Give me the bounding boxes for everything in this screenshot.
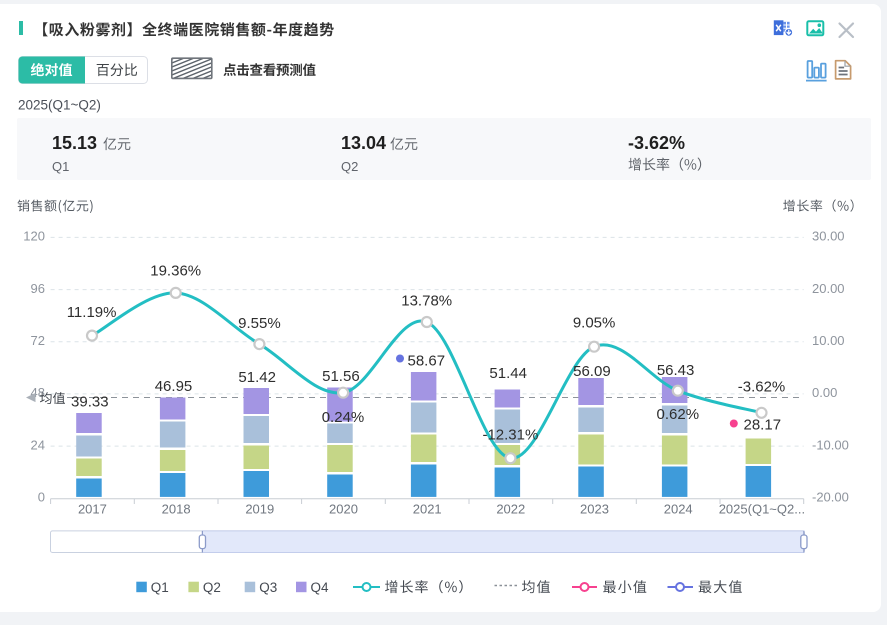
svg-text:-20.00: -20.00: [812, 490, 849, 505]
svg-text:13.04: 13.04: [341, 133, 386, 153]
svg-text:0.00: 0.00: [812, 385, 837, 400]
svg-text:46.95: 46.95: [155, 378, 193, 395]
svg-text:2023: 2023: [580, 502, 609, 517]
svg-text:0.62%: 0.62%: [657, 406, 700, 423]
svg-text:39.33: 39.33: [71, 394, 109, 411]
svg-text:2025(Q1~Q2...: 2025(Q1~Q2...: [719, 502, 805, 517]
svg-text:-12.31%: -12.31%: [482, 427, 538, 444]
svg-text:0: 0: [38, 490, 45, 505]
svg-text:Q2: Q2: [341, 159, 358, 174]
svg-text:Q3: Q3: [259, 580, 277, 595]
svg-text:Q2: Q2: [203, 580, 221, 595]
svg-text:96: 96: [31, 281, 45, 296]
svg-text:56.43: 56.43: [657, 362, 695, 379]
svg-text:2018: 2018: [162, 502, 191, 517]
svg-text:2022: 2022: [496, 502, 525, 517]
svg-text:0.24%: 0.24%: [322, 409, 365, 426]
svg-text:2017: 2017: [78, 502, 107, 517]
svg-text:72: 72: [31, 333, 45, 348]
svg-text:2020: 2020: [329, 502, 358, 517]
svg-text:2021: 2021: [413, 502, 442, 517]
svg-text:2025(Q1~Q2): 2025(Q1~Q2): [18, 98, 101, 113]
svg-text:30.00: 30.00: [812, 229, 845, 244]
svg-text:Q1: Q1: [151, 580, 169, 595]
svg-text:-3.62%: -3.62%: [628, 133, 685, 153]
svg-text:24: 24: [31, 437, 45, 452]
svg-text:2019: 2019: [245, 502, 274, 517]
svg-text:11.19%: 11.19%: [67, 304, 117, 321]
svg-text:13.78%: 13.78%: [401, 293, 452, 310]
svg-text:2024: 2024: [664, 502, 693, 517]
svg-text:Q1: Q1: [52, 159, 69, 174]
svg-text:56.09: 56.09: [573, 363, 611, 380]
svg-text:10.00: 10.00: [812, 333, 845, 348]
svg-text:-3.62%: -3.62%: [738, 379, 786, 396]
svg-text:9.05%: 9.05%: [573, 315, 616, 332]
svg-text:120: 120: [23, 229, 45, 244]
svg-text:15.13: 15.13: [52, 133, 97, 153]
svg-text:51.56: 51.56: [322, 368, 360, 385]
svg-text:Q4: Q4: [311, 580, 330, 595]
svg-text:28.17: 28.17: [744, 417, 782, 434]
svg-text:58.67: 58.67: [408, 353, 446, 370]
svg-text:19.36%: 19.36%: [150, 263, 201, 280]
svg-text:51.44: 51.44: [489, 365, 527, 382]
svg-text:20.00: 20.00: [812, 281, 845, 296]
svg-text:51.42: 51.42: [238, 369, 276, 386]
svg-text:9.55%: 9.55%: [238, 315, 281, 332]
svg-text:-10.00: -10.00: [812, 437, 849, 452]
